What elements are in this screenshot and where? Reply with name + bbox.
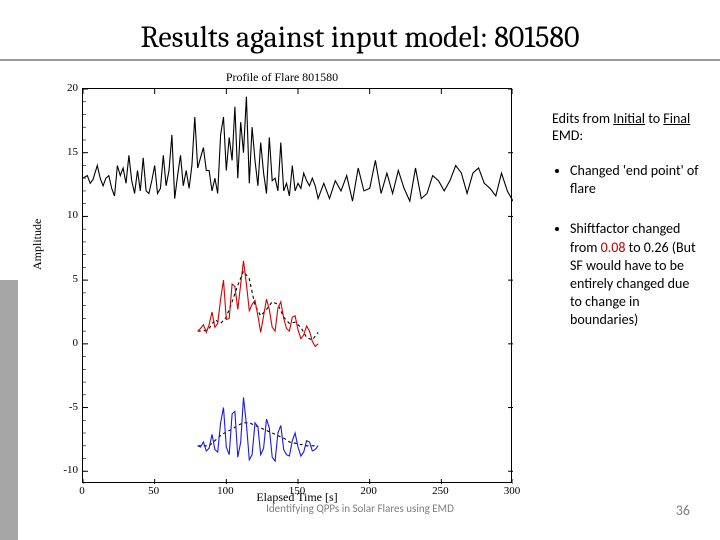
y-axis-label: Amplitude [30, 219, 45, 270]
chart-svg [83, 89, 513, 484]
side-heading: Edits from Initial to Final EMD: [552, 110, 702, 144]
side-head-final: Final [663, 110, 690, 127]
plot-area [82, 88, 512, 483]
chart-container: Profile of Flare 801580 Amplitude Elapse… [32, 70, 532, 510]
bullet-2-value-red: 0.08 [601, 239, 626, 256]
bullet-2: Shiftfactor changed from 0.08 to 0.26 (B… [570, 220, 702, 329]
slide-accent-strip [0, 280, 18, 540]
side-head-mid: to [645, 110, 663, 127]
chart-title: Profile of Flare 801580 [32, 70, 532, 85]
side-head-post: EMD: [552, 127, 583, 144]
page-number: 36 [676, 502, 690, 519]
bullet-1: Changed 'end point' of flare [570, 162, 702, 198]
side-notes: Edits from Initial to Final EMD: Changed… [552, 110, 702, 352]
side-head-pre: Edits from [552, 110, 613, 127]
footer-caption: Identifying QPPs in Solar Flares using E… [0, 502, 720, 515]
side-head-initial: Initial [613, 110, 645, 127]
slide-title: Results against input model: 801580 [0, 20, 720, 61]
